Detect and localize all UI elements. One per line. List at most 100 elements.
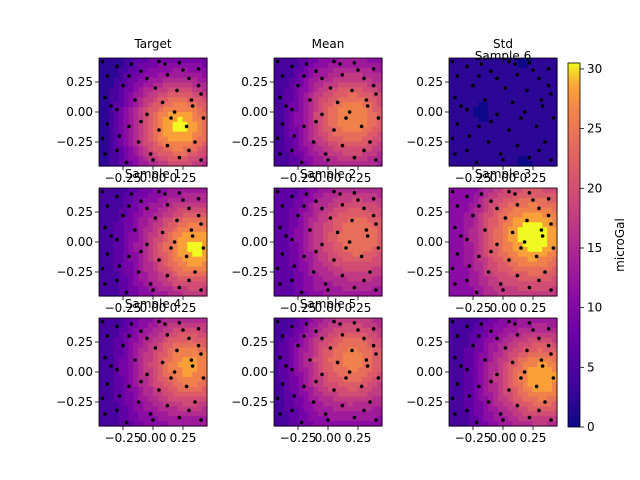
heatmap-cell (498, 102, 504, 108)
heatmap-cell (157, 116, 164, 123)
heatmap-cell (133, 416, 139, 422)
sample-point (201, 116, 206, 120)
heatmap-cell (468, 58, 475, 64)
heatmap-cell (162, 401, 169, 407)
heatmap-cell (323, 67, 329, 74)
sample-point (139, 69, 143, 73)
heatmap-cell (478, 207, 484, 214)
heatmap-cell (283, 347, 290, 353)
heatmap-cell (108, 271, 115, 277)
heatmap-cell (138, 386, 144, 393)
heatmap-cell (182, 367, 188, 373)
heatmap-cell (527, 232, 534, 238)
heatmap-cell (113, 396, 120, 403)
sample-point (537, 148, 541, 153)
heatmap-cell (192, 102, 198, 108)
heatmap-cell (177, 372, 184, 378)
heatmap-cell (449, 401, 455, 407)
heatmap-cell (488, 291, 494, 297)
heatmap-cell (458, 381, 465, 388)
heatmap-cell (162, 227, 169, 233)
heatmap-cell (522, 97, 529, 103)
heatmap-cell (547, 391, 553, 398)
heatmap-cell (532, 391, 538, 398)
heatmap-cell (493, 77, 499, 84)
heatmap-cell (308, 411, 314, 417)
heatmap-cell (197, 327, 203, 334)
heatmap-cell (347, 391, 354, 398)
heatmap-cell (453, 266, 460, 273)
heatmap-cell (274, 381, 280, 388)
heatmap-cell (153, 266, 159, 273)
heatmap-cell (372, 77, 378, 84)
heatmap-cell (202, 151, 208, 157)
sample-point (510, 100, 515, 105)
heatmap-cell (453, 276, 460, 282)
heatmap-cell (552, 286, 558, 292)
heatmap-cell (274, 217, 280, 223)
heatmap-cell (274, 232, 280, 238)
heatmap-cell (367, 112, 373, 118)
heatmap-cell (157, 342, 164, 349)
heatmap-cell (172, 281, 179, 287)
heatmap-cell (463, 251, 470, 258)
heatmap-cell (537, 58, 543, 64)
heatmap-cell (449, 406, 455, 412)
heatmap-cell (143, 151, 149, 157)
heatmap-cell (202, 322, 208, 329)
heatmap-cell (318, 386, 324, 393)
heatmap-cell (478, 271, 484, 277)
heatmap-cell (478, 77, 484, 84)
heatmap-cell (278, 116, 285, 123)
heatmap-cell (328, 337, 334, 344)
heatmap-cell (512, 337, 519, 344)
heatmap-cell (103, 286, 110, 292)
heatmap-cell (357, 151, 363, 157)
heatmap-cell (468, 362, 475, 368)
heatmap-cell (478, 381, 484, 388)
heatmap-cell (313, 251, 319, 258)
sample-point (275, 266, 280, 271)
heatmap-cell (108, 141, 115, 147)
heatmap-cell (347, 367, 354, 373)
heatmap-cell (103, 266, 110, 273)
sample-point (121, 213, 125, 218)
sample-point (275, 319, 280, 324)
sample-point (172, 240, 177, 244)
heatmap-cell (537, 131, 543, 138)
heatmap-cell (192, 266, 198, 273)
sample-point (311, 140, 316, 144)
heatmap-cell (157, 202, 164, 209)
heatmap-cell (342, 421, 349, 427)
sample-point (280, 74, 285, 78)
sample-point (184, 384, 189, 389)
heatmap-cell (177, 77, 184, 84)
heatmap-cell (357, 126, 363, 133)
heatmap-cell (453, 362, 460, 368)
heatmap-cell (453, 156, 460, 162)
heatmap-cell (313, 72, 319, 79)
sample-point (302, 204, 306, 208)
heatmap-cell (318, 416, 324, 422)
heatmap-cell (197, 281, 203, 287)
heatmap-cell (512, 318, 519, 324)
heatmap-cell (298, 131, 305, 138)
heatmap-cell (517, 188, 524, 194)
heatmap-cell (328, 58, 334, 64)
heatmap-cell (483, 266, 489, 273)
heatmap-cell (303, 406, 309, 412)
heatmap-cell (537, 266, 543, 273)
heatmap-cell (197, 136, 203, 143)
heatmap-cell (552, 192, 558, 199)
heatmap-cell (303, 266, 309, 273)
heatmap-cell (503, 82, 509, 89)
heatmap-cell (187, 116, 193, 123)
heatmap-cell (503, 156, 509, 162)
heatmap-cell (347, 232, 354, 238)
heatmap-cell (308, 318, 314, 324)
heatmap-cell (367, 102, 373, 108)
sample-point (290, 107, 294, 112)
heatmap-cell (283, 396, 290, 403)
sample-point (163, 62, 167, 66)
heatmap-cell (143, 281, 149, 287)
